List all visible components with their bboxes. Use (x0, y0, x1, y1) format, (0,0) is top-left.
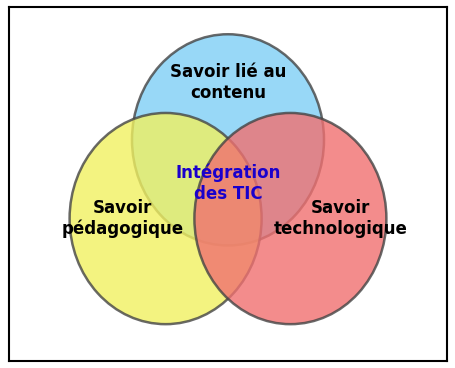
Text: Intégration
des TIC: Intégration des TIC (175, 163, 280, 203)
Ellipse shape (131, 34, 324, 245)
Text: Savoir
technologique: Savoir technologique (273, 199, 406, 238)
Text: Savoir
pédagogique: Savoir pédagogique (61, 199, 183, 238)
Text: Savoir lié au
contenu: Savoir lié au contenu (169, 63, 286, 102)
Ellipse shape (194, 113, 385, 324)
Ellipse shape (70, 113, 261, 324)
